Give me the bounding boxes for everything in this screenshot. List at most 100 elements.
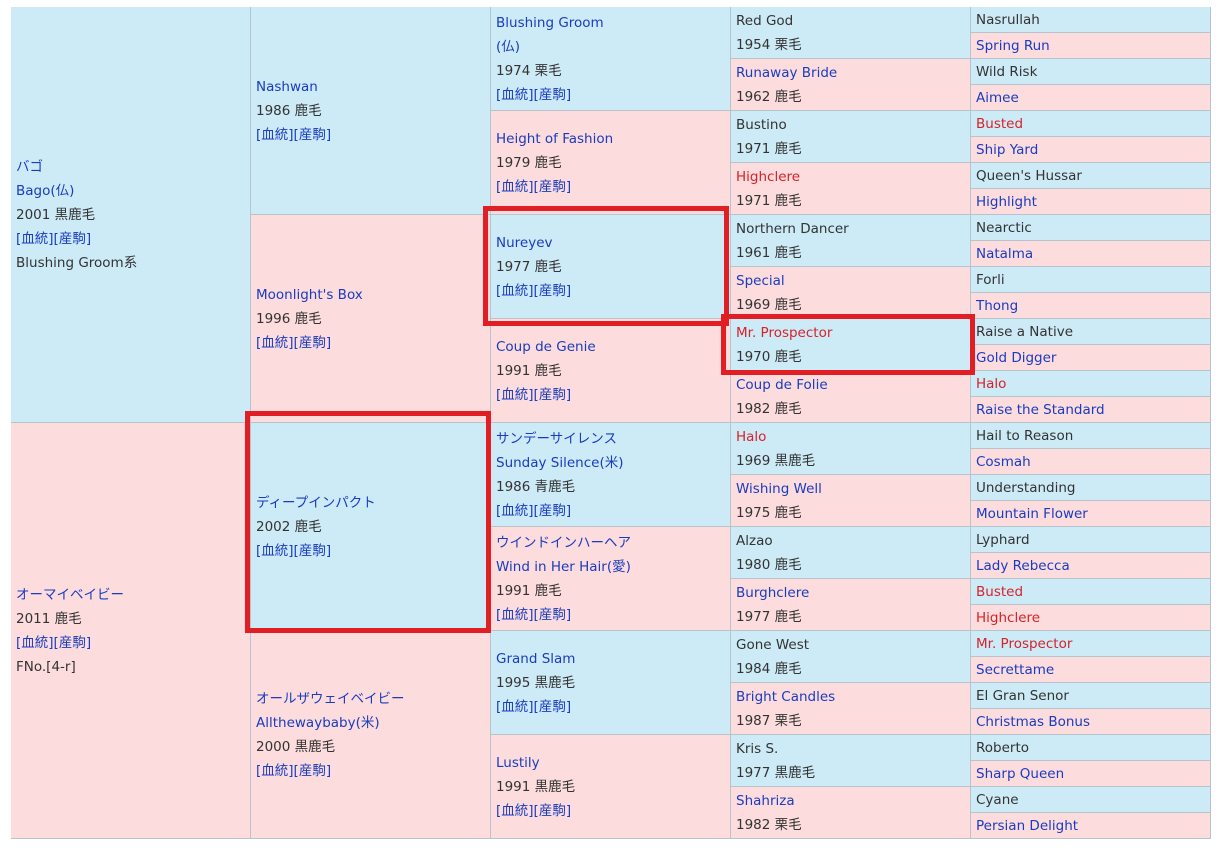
offspring-link[interactable]: [産駒] [53, 230, 92, 247]
horse-name-link[interactable]: Christmas Bonus [976, 713, 1091, 730]
horse-name-link[interactable]: Aimee [976, 89, 1019, 106]
horse-name-link[interactable]: Roberto [976, 739, 1030, 756]
horse-name-link[interactable]: Nearctic [976, 219, 1032, 236]
horse-name-link[interactable]: Busted [976, 115, 1024, 132]
horse-name-link[interactable]: Understanding [976, 479, 1076, 496]
horse-name-link[interactable]: Cyane [976, 791, 1019, 808]
horse-name-link[interactable]: Mr. Prospector [736, 324, 833, 341]
offspring-link[interactable]: [産駒] [533, 86, 572, 103]
sire-eng-name-link[interactable]: Bago(仏) [16, 182, 75, 199]
year-color: 1977 鹿毛 [736, 608, 802, 625]
offspring-link[interactable]: [産駒] [53, 634, 92, 651]
horse-name-link[interactable]: Special [736, 272, 785, 289]
offspring-link[interactable]: [産駒] [533, 502, 572, 519]
horse-name-link[interactable]: Busted [976, 583, 1024, 600]
horse-name-link[interactable]: Thong [976, 297, 1019, 314]
horse-name-link[interactable]: Forli [976, 271, 1005, 288]
offspring-link[interactable]: [産駒] [533, 282, 572, 299]
offspring-link[interactable]: [産駒] [293, 762, 332, 779]
year-color: 1986 青鹿毛 [496, 478, 576, 495]
horse-name-link[interactable]: Bright Candles [736, 688, 836, 705]
gen4-cell: Wishing Well 1975 鹿毛 [731, 475, 971, 527]
horse-name-link[interactable]: Cosmah [976, 453, 1031, 470]
horse-name-link[interactable]: Secrettame [976, 661, 1055, 678]
pedigree-link[interactable]: [血統] [16, 634, 54, 651]
horse-name-link[interactable]: Nasrullah [976, 11, 1040, 28]
horse-name-link[interactable]: Red God [736, 12, 794, 29]
horse-name-link[interactable]: Ship Yard [976, 141, 1039, 158]
horse-name-link[interactable]: Lyphard [976, 531, 1030, 548]
horse-name-link[interactable]: Highclere [976, 609, 1041, 626]
horse-name-link[interactable]: Moonlight's Box [256, 286, 363, 303]
pedigree-link[interactable]: [血統] [256, 762, 294, 779]
horse-name-link[interactable]: Sharp Queen [976, 765, 1065, 782]
pedigree-link[interactable]: [血統] [496, 86, 534, 103]
offspring-link[interactable]: [産駒] [293, 126, 332, 143]
pedigree-link[interactable]: [血統] [256, 542, 294, 559]
horse-name-link[interactable]: Wild Risk [976, 63, 1038, 80]
gen3-cell: Coup de Genie 1991 鹿毛 [血統][産駒] [491, 319, 731, 423]
horse-name-link[interactable]: Coup de Genie [496, 338, 596, 355]
pedigree-link[interactable]: [血統] [496, 502, 534, 519]
sire-name-link[interactable]: バゴ [16, 158, 43, 175]
horse-name-link[interactable]: サンデーサイレンス [496, 430, 617, 447]
pedigree-link[interactable]: [血統] [16, 230, 54, 247]
offspring-link[interactable]: [産駒] [533, 802, 572, 819]
horse-name-link[interactable]: Highclere [736, 168, 801, 185]
offspring-link[interactable]: [産駒] [293, 542, 332, 559]
pedigree-link[interactable]: [血統] [496, 606, 534, 623]
pedigree-link[interactable]: [血統] [496, 698, 534, 715]
horse-name-link[interactable]: Nureyev [496, 234, 553, 251]
horse-name-link[interactable]: Blushing Groom [496, 14, 604, 31]
horse-name-link[interactable]: Lustily [496, 754, 540, 771]
horse-name-link[interactable]: Highlight [976, 193, 1037, 210]
horse-name-link[interactable]: Alzao [736, 532, 773, 549]
pedigree-link[interactable]: [血統] [496, 802, 534, 819]
horse-name-link[interactable]: Raise the Standard [976, 401, 1105, 418]
offspring-link[interactable]: [産駒] [533, 178, 572, 195]
horse-name-link[interactable]: Nashwan [256, 78, 318, 95]
horse-name-link[interactable]: Wishing Well [736, 480, 822, 497]
pedigree-link[interactable]: [血統] [256, 334, 294, 351]
horse-name-link[interactable]: Coup de Folie [736, 376, 828, 393]
pedigree-link[interactable]: [血統] [496, 282, 534, 299]
offspring-link[interactable]: [産駒] [293, 334, 332, 351]
horse-name-link[interactable]: Grand Slam [496, 650, 576, 667]
horse-name-link[interactable]: Runaway Bride [736, 64, 838, 81]
horse-name-link[interactable]: Bustino [736, 116, 787, 133]
dam-name-link[interactable]: オーマイベイビー [16, 586, 124, 603]
horse-name-link[interactable]: Gold Digger [976, 349, 1057, 366]
horse-name-link[interactable]: Height of Fashion [496, 130, 614, 147]
horse-name-link[interactable]: Raise a Native [976, 323, 1074, 340]
horse-name-link[interactable]: Hail to Reason [976, 427, 1074, 444]
pedigree-link[interactable]: [血統] [496, 386, 534, 403]
gen4-cell: Red God 1954 栗毛 [731, 7, 971, 59]
horse-name-link[interactable]: Northern Dancer [736, 220, 849, 237]
horse-name-link[interactable]: オールザウェイベイビー [256, 690, 405, 707]
horse-name-link[interactable]: Burghclere [736, 584, 810, 601]
pedigree-link[interactable]: [血統] [496, 178, 534, 195]
horse-name-link[interactable]: Mountain Flower [976, 505, 1088, 522]
horse-name-link[interactable]: Spring Run [976, 37, 1050, 54]
country-suffix[interactable]: (仏) [496, 38, 521, 55]
horse-name-link[interactable]: Natalma [976, 245, 1034, 262]
horse-name-link[interactable]: El Gran Senor [976, 687, 1069, 704]
horse-name-link[interactable]: Kris S. [736, 740, 779, 757]
horse-eng-name-link[interactable]: Allthewaybaby(米) [256, 714, 380, 731]
horse-name-link[interactable]: Shahriza [736, 792, 795, 809]
horse-name-link[interactable]: ウインドインハーヘア [496, 534, 631, 551]
horse-name-link[interactable]: Lady Rebecca [976, 557, 1070, 574]
horse-eng-name-link[interactable]: Sunday Silence(米) [496, 454, 624, 471]
horse-name-link[interactable]: Persian Delight [976, 817, 1079, 834]
pedigree-link[interactable]: [血統] [256, 126, 294, 143]
horse-name-link[interactable]: Halo [736, 428, 767, 445]
horse-name-link[interactable]: ディープインパクト [256, 494, 376, 511]
offspring-link[interactable]: [産駒] [533, 606, 572, 623]
horse-name-link[interactable]: Halo [976, 375, 1007, 392]
horse-name-link[interactable]: Queen's Hussar [976, 167, 1082, 184]
horse-eng-name-link[interactable]: Wind in Her Hair(愛) [496, 558, 631, 575]
horse-name-link[interactable]: Mr. Prospector [976, 635, 1073, 652]
offspring-link[interactable]: [産駒] [533, 386, 572, 403]
horse-name-link[interactable]: Gone West [736, 636, 810, 653]
offspring-link[interactable]: [産駒] [533, 698, 572, 715]
